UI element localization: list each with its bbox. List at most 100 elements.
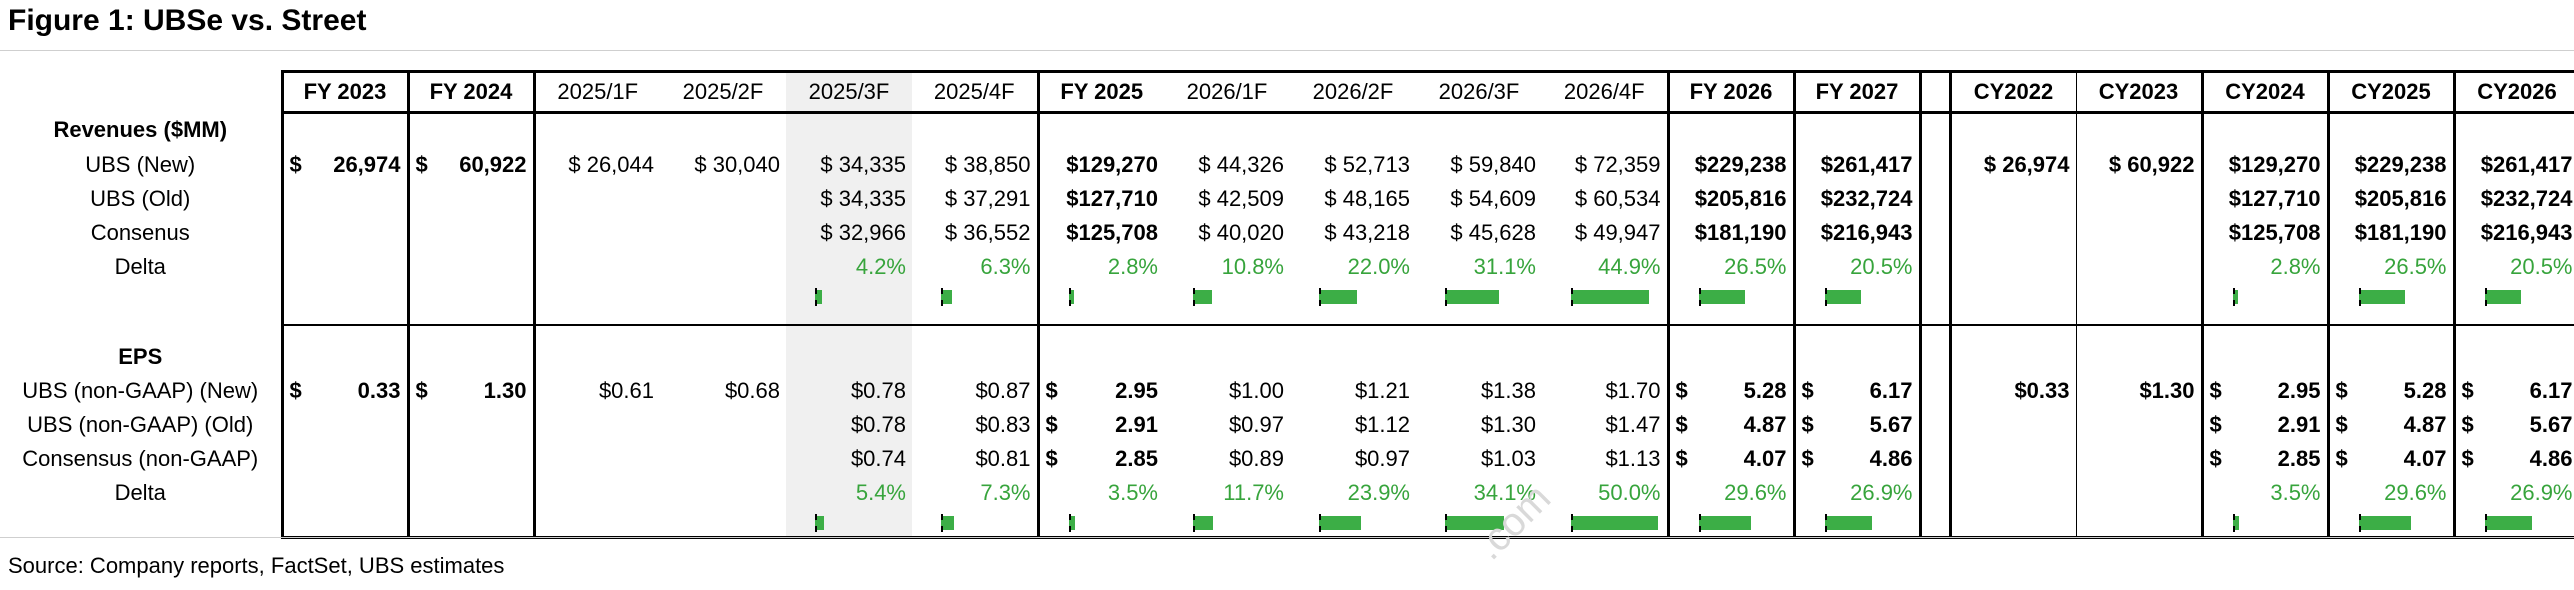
value-cell: $4.87 <box>1666 408 1796 442</box>
delta-bar-fill <box>815 290 822 304</box>
revenues-section-row: Revenues ($MM) <box>0 112 2574 149</box>
spacer-cell <box>1542 340 1670 374</box>
value-cell <box>534 442 660 476</box>
value-cell: $1.13 <box>1542 442 1670 476</box>
value-cell <box>1920 182 1952 216</box>
value-cell: $0.61 <box>598 378 654 403</box>
value-cell <box>2075 408 2202 442</box>
bar-cell <box>2452 284 2574 310</box>
delta-value: 2.8% <box>2200 250 2328 284</box>
delta-bar <box>922 514 1027 532</box>
delta-bar <box>1680 514 1783 532</box>
currency-symbol: $ <box>2335 412 2348 437</box>
value-wrap: $5.67 <box>1802 412 1913 438</box>
delta-bar-fill <box>1824 516 1872 530</box>
value-cell: $ 54,609 <box>1450 186 1536 211</box>
revenues-data-row: UBS (New) $26,974 $60,922 $ 26,044 $ 30,040 $… <box>0 148 2574 182</box>
row-label: UBS (New) <box>85 152 196 177</box>
divider-cell <box>912 325 1040 340</box>
spacer-cell <box>912 340 1040 374</box>
delta-value: 31.1% <box>1473 254 1536 279</box>
bar-cell <box>2326 284 2454 310</box>
delta-bar <box>1680 288 1783 306</box>
divider-cell <box>1542 310 1670 326</box>
value-cell <box>534 216 660 250</box>
value-text: 5.67 <box>1869 412 1913 437</box>
value-cell: $4.07 <box>1666 442 1796 476</box>
delta-bar-fill <box>1445 516 1504 530</box>
value-wrap: $26,974 <box>290 152 401 178</box>
divider-cell <box>1164 310 1290 326</box>
currency-symbol: $ <box>2335 446 2348 471</box>
value-cell: $ 26,974 <box>1948 148 2076 182</box>
currency-symbol: $ <box>289 378 302 403</box>
value-cell: $1.21 <box>1354 378 1410 403</box>
value-wrap: $4.87 <box>1676 412 1787 438</box>
value-cell: $5.28 <box>2326 374 2454 408</box>
value-text: 4.07 <box>1743 446 1787 471</box>
value-cell <box>2075 442 2202 476</box>
spacer-cell <box>1290 113 1416 149</box>
delta-bar-baseline <box>2358 514 2361 532</box>
spacer-cell <box>1542 112 1670 148</box>
value-cell: $0.74 <box>786 442 912 476</box>
value-cell <box>660 408 786 442</box>
value-cell: $261,417 <box>2452 148 2574 182</box>
value-cell <box>660 216 786 250</box>
delta-bar-baseline <box>815 514 817 532</box>
value-cell: $229,238 <box>2326 148 2454 182</box>
bar-cell <box>1948 510 2076 539</box>
bar-cell <box>1036 510 1164 539</box>
value-wrap: $6.17 <box>2462 378 2573 404</box>
value-cell: $232,724 <box>1792 182 1922 216</box>
value-cell: $ 45,628 <box>1450 220 1536 245</box>
value-text: 5.28 <box>2403 378 2447 403</box>
delta-value: 23.9% <box>1347 480 1410 505</box>
spacer-cell <box>1948 112 2076 148</box>
column-header: 2025/2F <box>660 70 786 114</box>
spacer-cell <box>2200 112 2328 148</box>
delta-value <box>660 250 786 284</box>
delta-value: 26.9% <box>1792 476 1922 510</box>
value-cell: $6.17 <box>1792 374 1922 408</box>
bar-cell <box>2200 510 2328 539</box>
spacer-cell <box>1792 112 1922 148</box>
divider-cell <box>534 310 660 326</box>
value-cell <box>1920 374 1952 408</box>
revenues-section-title: Revenues ($MM) <box>53 117 228 143</box>
value-cell: $ 60,922 <box>2075 148 2202 182</box>
delta-bar-fill <box>2484 516 2532 530</box>
value-cell: $ 52,713 <box>1324 152 1410 177</box>
delta-value <box>1920 250 1952 284</box>
currency-symbol: $ <box>1801 412 1814 437</box>
currency-symbol: $ <box>2461 446 2474 471</box>
delta-bar-fill <box>1571 516 1658 530</box>
delta-bar-baseline <box>1445 288 1447 306</box>
divider-cell <box>534 325 660 340</box>
delta-bar <box>2466 288 2569 306</box>
value-cell: $1.30 <box>2075 374 2202 408</box>
row-label: Delta <box>114 254 166 279</box>
bar-cell <box>2075 284 2202 310</box>
delta-bar-baseline <box>1068 288 1071 306</box>
value-cell: $6.17 <box>2452 374 2574 408</box>
delta-value <box>406 250 536 284</box>
value-wrap: $0.33 <box>290 378 401 404</box>
bar-cell <box>534 510 660 539</box>
delta-value <box>534 250 660 284</box>
spacer-cell <box>1416 340 1542 374</box>
value-cell: $1.03 <box>1480 446 1536 471</box>
column-header: FY 2023 <box>280 70 410 114</box>
column-header: FY 2025 <box>1036 70 1164 114</box>
divider-cell <box>1036 310 1164 326</box>
currency-symbol: $ <box>1045 378 1058 403</box>
divider-cell <box>1290 325 1416 340</box>
delta-bar-fill <box>2358 290 2405 304</box>
divider-cell <box>1948 310 2076 326</box>
delta-bar-fill <box>1824 290 1861 304</box>
ubse-vs-street-table: FY 2023 FY 2024 2025/1F 2025/2F 2025/3F 2025/… <box>0 70 2574 539</box>
spacer-cell <box>1792 340 1922 374</box>
delta-bar-fill <box>1319 516 1361 530</box>
delta-value: 26.5% <box>1666 250 1796 284</box>
delta-bar-fill <box>2358 516 2411 530</box>
